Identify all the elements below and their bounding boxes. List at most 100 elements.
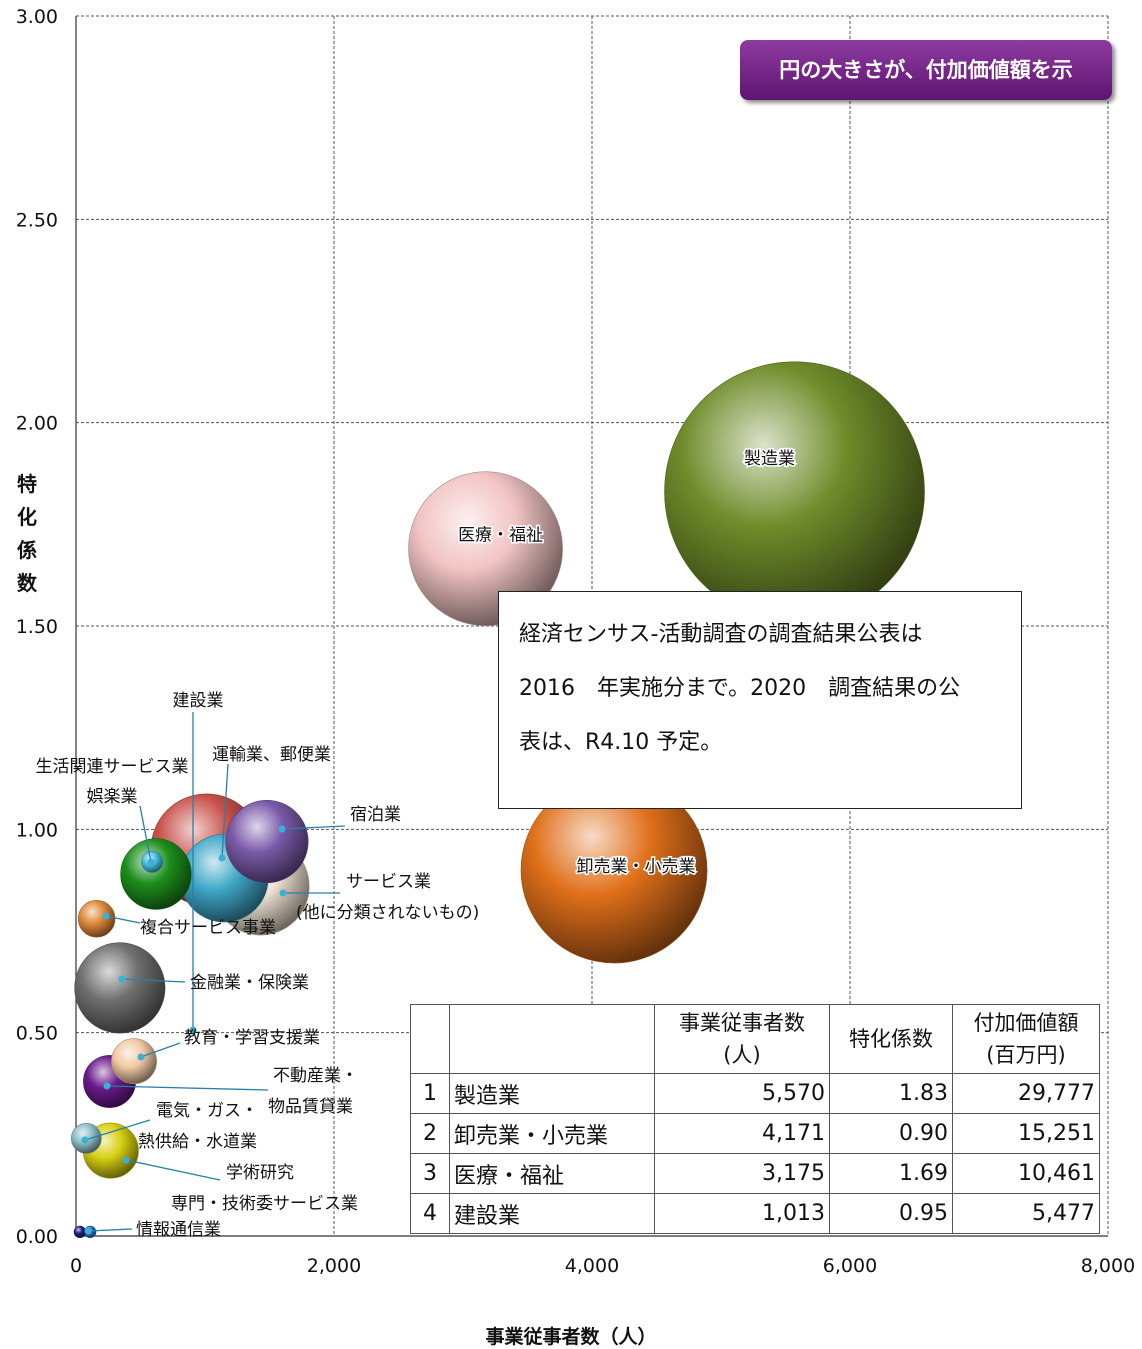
leader-dot xyxy=(118,975,126,983)
bubble-label: 卸売業・小売業 xyxy=(577,857,696,877)
row-value: 4,171 xyxy=(654,1113,830,1154)
y-axis-label: 特化係数 xyxy=(17,472,37,595)
row-value: 15,251 xyxy=(952,1113,1100,1154)
table-row: 4 建設業 1,013 0.95 5,477 xyxy=(410,1193,1100,1234)
leader-dot xyxy=(278,825,286,833)
leader-dot xyxy=(103,1082,111,1090)
leader-line xyxy=(87,1228,133,1232)
leader-dot xyxy=(218,854,226,862)
row-value: 29,777 xyxy=(952,1073,1100,1114)
table-header-cell xyxy=(449,1004,655,1074)
publication-note-line: 表は、R4.10 予定。 xyxy=(519,730,723,755)
row-value: 0.95 xyxy=(829,1193,953,1234)
leader-line xyxy=(281,825,346,830)
axes: 0 2,000 4,000 6,000 8,000 0.00 0.50 1.00 1.50 2.0… xyxy=(16,6,1136,1277)
leader-dot xyxy=(81,1136,89,1144)
bubble-label: 建設業 xyxy=(173,691,224,711)
publication-note-line: 2016 年実施分まで。2020 調査結果の公 xyxy=(519,676,961,701)
x-tick-label: 6,000 xyxy=(823,1255,877,1277)
bubble-11 xyxy=(111,1038,157,1085)
industry-name: 製造業 xyxy=(449,1073,655,1114)
x-tick-label: 2,000 xyxy=(307,1255,361,1277)
row-index: 2 xyxy=(410,1113,450,1154)
bubble-label: 運輸業、郵便業 xyxy=(212,745,331,765)
bubble-label: 不動産業・ xyxy=(273,1066,358,1086)
bubble-label: 医療・福祉 xyxy=(458,526,543,546)
row-index: 3 xyxy=(410,1153,450,1194)
publication-note: 経済センサス-活動調査の調査結果公表は 2016 年実施分まで。2020 調査結… xyxy=(498,591,1022,809)
bubble-label: 製造業 xyxy=(744,449,795,469)
bubble-label: 電気・ガス・ xyxy=(156,1101,258,1121)
industry-name: 建設業 xyxy=(449,1193,655,1234)
y-tick-label: 1.50 xyxy=(16,616,58,638)
top-industries-table: 事業従事者数 (人) 特化係数 付加価値額 (百万円) 1 製造業 5,570 1.8… xyxy=(410,1004,1100,1234)
x-tick-label: 0 xyxy=(70,1255,82,1277)
leader-line xyxy=(139,805,152,863)
bubble-label: 学術研究 xyxy=(226,1163,294,1183)
leader-line xyxy=(84,1119,151,1141)
leader-dot xyxy=(122,1156,130,1164)
bubbles xyxy=(70,361,925,1239)
bubble-label: 教育・学習支援業 xyxy=(184,1028,320,1048)
y-tick-label: 1.00 xyxy=(16,819,58,841)
table-row: 2 卸売業・小売業 4,171 0.90 15,251 xyxy=(410,1113,1100,1154)
industry-name: 卸売業・小売業 xyxy=(449,1113,655,1154)
row-value: 1,013 xyxy=(654,1193,830,1234)
bubble-label: 娯楽業 xyxy=(87,787,138,807)
bubble-label: 専門・技術委サービス業 xyxy=(171,1194,358,1214)
publication-note-line: 経済センサス-活動調査の調査結果公表は xyxy=(519,622,923,647)
y-tick-label: 0.50 xyxy=(16,1023,58,1045)
y-tick-label: 2.50 xyxy=(16,209,58,231)
bubble-10 xyxy=(74,942,166,1034)
industry-name: 医療・福祉 xyxy=(449,1153,655,1194)
row-value: 3,175 xyxy=(654,1153,830,1194)
bubble-label: (他に分類されないもの) xyxy=(296,903,479,923)
row-index: 1 xyxy=(410,1073,450,1114)
row-value: 5,570 xyxy=(654,1073,830,1114)
bubble-7 xyxy=(120,838,192,910)
row-value: 5,477 xyxy=(952,1193,1100,1234)
bubble-4 xyxy=(225,799,309,884)
table-row: 3 医療・福祉 3,175 1.69 10,461 xyxy=(410,1153,1100,1194)
y-tick-label: 3.00 xyxy=(16,6,58,28)
table-header-cell xyxy=(410,1004,450,1074)
bubble-label: 金融業・保険業 xyxy=(190,973,309,993)
x-axis-label: 事業従事者数（人） xyxy=(485,1326,657,1348)
bubble-16 xyxy=(73,1225,87,1239)
y-tick-label: 2.00 xyxy=(16,413,58,435)
row-value: 1.69 xyxy=(829,1153,953,1194)
bubble-2 xyxy=(408,471,563,627)
bubble-9 xyxy=(77,900,116,938)
table-header-cell: 特化係数 xyxy=(829,1004,953,1074)
bubble-label: 宿泊業 xyxy=(350,805,401,825)
bubble-label: 情報通信業 xyxy=(136,1220,221,1240)
leader-dot xyxy=(147,858,155,866)
bubble-0 xyxy=(664,361,925,623)
table-header-cell: 事業従事者数 (人) xyxy=(654,1004,830,1074)
bubble-label: 複合サービス事業 xyxy=(140,918,276,938)
leader-line xyxy=(125,1159,221,1181)
row-value: 0.90 xyxy=(829,1113,953,1154)
leader-dot xyxy=(279,889,287,897)
bubble-label: 熱供給・水道業 xyxy=(138,1132,257,1152)
leader-dot xyxy=(189,1026,197,1034)
leader-line xyxy=(140,1042,181,1058)
table-row: 1 製造業 5,570 1.83 29,777 xyxy=(410,1073,1100,1114)
leader-dot xyxy=(137,1053,145,1061)
x-tick-label: 8,000 xyxy=(1081,1255,1135,1277)
leader-line xyxy=(106,1085,269,1091)
bubble-label: 生活関連サービス業 xyxy=(36,757,189,777)
leader-line xyxy=(121,978,186,983)
leader-line xyxy=(105,915,141,924)
table-header-row: 事業従事者数 (人) 特化係数 付加価値額 (百万円) xyxy=(410,1004,1100,1074)
leader-line xyxy=(221,763,229,859)
bubble-size-note: 円の大きさが、付加価値額を示 xyxy=(740,40,1112,100)
row-index: 4 xyxy=(410,1193,450,1234)
table-header-cell: 付加価値額 (百万円) xyxy=(952,1004,1100,1074)
bubble-labels: 製造業卸売業・小売業医療・福祉建設業宿泊業運輸業、郵便業サービス業(他に分類され… xyxy=(36,447,797,1240)
leader-dot xyxy=(84,1227,92,1235)
row-value: 10,461 xyxy=(952,1153,1100,1194)
x-tick-label: 4,000 xyxy=(565,1255,619,1277)
y-tick-label: 0.00 xyxy=(16,1226,58,1248)
